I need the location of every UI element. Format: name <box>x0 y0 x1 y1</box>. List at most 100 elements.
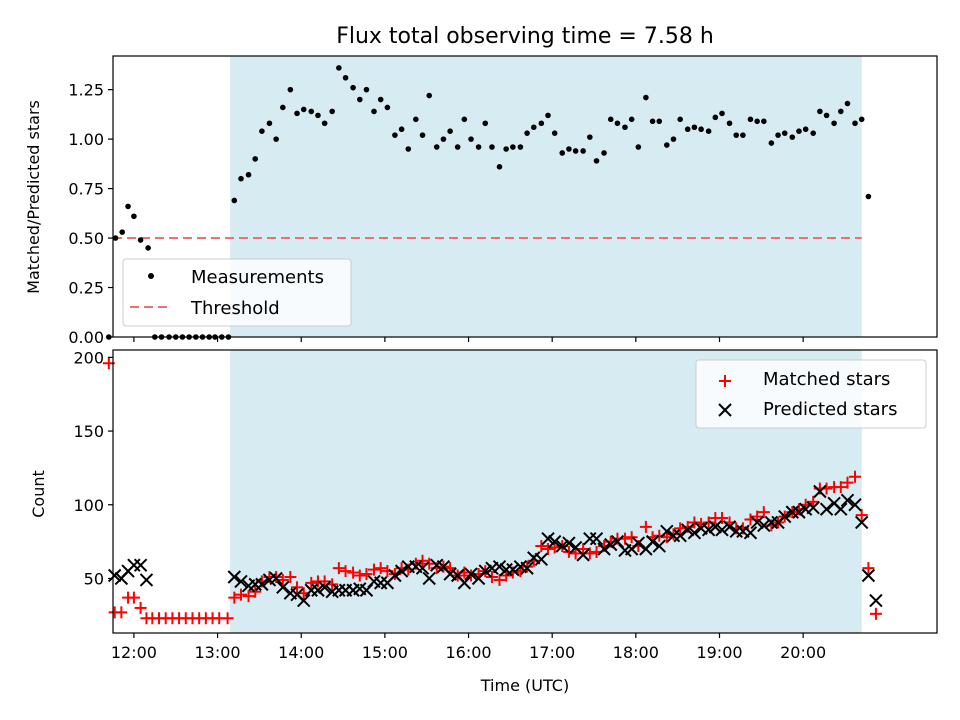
measurement-point <box>245 171 252 178</box>
matched-star-point <box>339 565 352 578</box>
matched-star-point <box>862 562 875 575</box>
measurement-point <box>329 108 335 115</box>
matched-star-point <box>639 520 652 533</box>
matched-star-point <box>855 509 868 522</box>
predicted-star-point <box>743 526 758 540</box>
bottom-y-tick-label: 50 <box>84 569 104 588</box>
measurement-point <box>137 237 144 243</box>
bottom-axes-frame <box>112 349 938 634</box>
predicted-star-point <box>631 536 646 550</box>
top-x-ticks <box>133 337 804 342</box>
x-tick-label: 14:00 <box>278 643 324 662</box>
measurement-point <box>321 120 328 127</box>
measurement-point <box>649 118 656 125</box>
measurement-point <box>663 142 670 148</box>
measurement-point <box>817 108 823 115</box>
measurement-point <box>280 104 286 111</box>
matched-star-point <box>834 481 847 494</box>
measurement-point <box>398 126 405 133</box>
measurement-point <box>740 132 746 138</box>
measurement-point <box>593 158 600 164</box>
predicted-star-point <box>848 498 862 512</box>
predicted-star-point <box>576 548 590 562</box>
bottom-legend-box <box>695 359 927 429</box>
measurement-point <box>844 100 851 107</box>
measurement-point <box>865 193 872 200</box>
measurement-point <box>551 130 558 136</box>
matched-star-point <box>347 566 360 579</box>
predicted-star-point <box>792 505 806 519</box>
predicted-star-point <box>388 568 402 583</box>
matched-star-point <box>716 512 729 525</box>
predicted-star-point <box>757 518 771 533</box>
bottom-panel: 50 100 150 200 12:00 13:00 14:00 15:00 16:00 17:… <box>29 348 938 695</box>
x-tick-label: 20:00 <box>780 643 826 662</box>
measurement-point <box>670 136 677 142</box>
matched-star-point <box>360 568 373 581</box>
measurement-point <box>726 120 733 127</box>
measurement-point <box>496 164 503 170</box>
predicted-star-point <box>722 520 737 534</box>
measurement-point <box>342 74 349 81</box>
x-tick-label: 16:00 <box>445 643 491 662</box>
matched-star-point <box>751 510 764 523</box>
predicted-star-point <box>673 529 687 543</box>
measurement-point <box>405 146 412 152</box>
measurement-point <box>684 126 691 133</box>
measurement-point <box>468 136 474 142</box>
predicted-star-point <box>520 561 534 575</box>
top-y-tick-label: 1.25 <box>68 81 104 100</box>
top-y-tick-label: 0.75 <box>68 180 104 199</box>
predicted-star-point <box>652 539 666 553</box>
matched-star-point <box>353 569 366 582</box>
predicted-star-point <box>708 520 723 534</box>
measurement-point <box>266 120 273 127</box>
predicted-star-point <box>107 568 122 583</box>
matched-star-point <box>688 516 701 529</box>
measurement-point <box>419 132 426 138</box>
predicted-star-point <box>311 583 325 597</box>
measurement-point <box>566 146 572 152</box>
top-axes-frame <box>112 55 938 338</box>
predicted-star-point <box>715 523 729 537</box>
matched-star-point <box>869 607 882 620</box>
chart-title: Flux total observing time = 7.58 h <box>336 24 714 49</box>
measurement-point <box>131 213 137 220</box>
measurement-point <box>622 124 628 131</box>
measurement-point <box>607 116 614 123</box>
predicted-star-point <box>534 552 549 567</box>
top-y-axis-label: Matched/Predicted stars <box>24 100 43 294</box>
measurement-point <box>294 110 300 117</box>
measurement-point <box>287 86 294 93</box>
matched-star-point <box>485 570 498 583</box>
measurement-point <box>643 94 649 101</box>
top-legend-box <box>122 258 352 327</box>
matched-star-point <box>221 612 234 625</box>
measurement-point <box>273 136 279 142</box>
matched-star-point <box>500 569 513 582</box>
matched-star-point <box>127 591 140 604</box>
matched-star-point <box>702 516 715 529</box>
measurement-point <box>789 134 796 140</box>
measurement-point <box>231 197 238 204</box>
predicted-star-point <box>255 577 269 592</box>
matched-star-point <box>577 542 590 555</box>
measurement-point <box>336 65 342 71</box>
measurement-point <box>601 150 607 156</box>
measurement-point <box>482 120 489 127</box>
matched-star-point <box>625 531 638 544</box>
measurement-point <box>858 116 865 123</box>
measurement-point <box>796 128 802 134</box>
predicted-star-point <box>415 561 430 575</box>
measurement-point <box>447 128 453 134</box>
measurement-point <box>530 124 537 131</box>
measurement-point <box>356 96 363 103</box>
bottom-y-ticks: 50 100 150 200 <box>73 348 113 588</box>
measurement-point <box>475 144 482 150</box>
matched-star-point <box>423 557 436 570</box>
measurement-point <box>350 84 356 91</box>
predicted-star-point <box>840 493 855 508</box>
measurement-point <box>628 116 635 123</box>
measurement-point <box>538 120 545 127</box>
predicted-star-point <box>478 564 492 578</box>
